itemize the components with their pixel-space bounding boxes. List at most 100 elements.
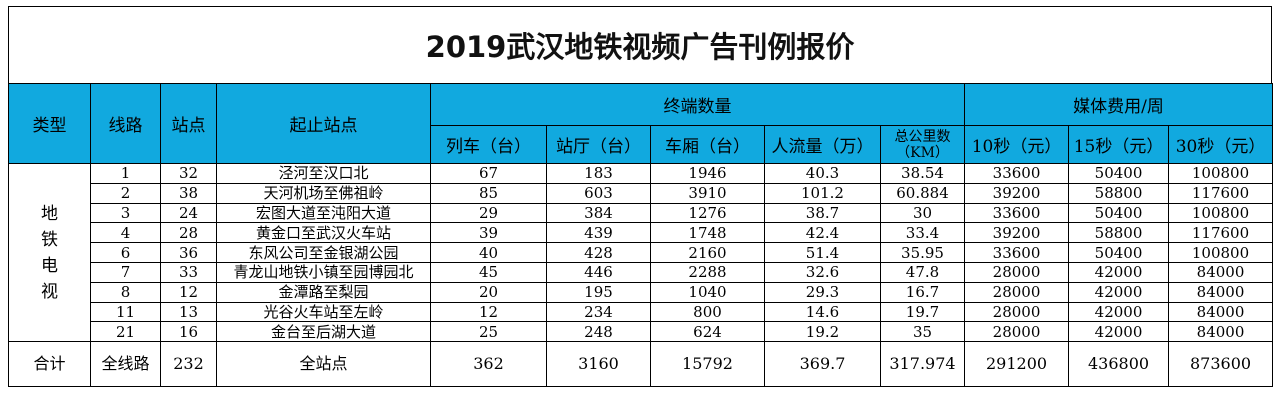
- cell-cars: 1040: [650, 281, 765, 303]
- cell-cars: 1276: [650, 202, 765, 224]
- cell-line: 6: [90, 242, 161, 263]
- cell-s30: 84000: [1168, 321, 1274, 343]
- type-char: 电: [41, 255, 58, 276]
- cell-s10: 33600: [964, 163, 1070, 184]
- total-trains: 362: [430, 341, 547, 388]
- header-km: 总公里数 （KM）: [879, 125, 966, 164]
- header-type: 类型: [8, 83, 91, 164]
- cell-route: 黄金口至武汉火车站: [216, 222, 431, 244]
- header-10s: 10秒（元）: [964, 125, 1070, 164]
- cell-route: 东风公司至金银湖公园: [216, 242, 431, 263]
- cell-cars: 624: [650, 321, 765, 343]
- cell-trains: 40: [430, 242, 547, 263]
- cell-flow: 19.2: [764, 321, 881, 343]
- header-halls: 站厅（台）: [546, 125, 651, 164]
- table-row: 4 28 黄金口至武汉火车站 39 439 1748 42.4 33.4 39200 58800 1…: [9, 222, 1274, 244]
- cell-s30: 84000: [1168, 301, 1274, 323]
- table-row: 7 33 青龙山地铁小镇至园博园北 45 446 2288 32.6 47.8 28000 420…: [9, 261, 1274, 283]
- cell-trains: 29: [430, 202, 547, 224]
- cell-km: 60.884: [879, 182, 966, 204]
- cell-line: 21: [90, 321, 161, 343]
- total-row: 合计 全线路 232 全站点 362 3160 15792 369.7 317.974 29120…: [8, 341, 1274, 388]
- cell-route: 宏图大道至沌阳大道: [216, 202, 431, 224]
- table-body: 地铁电视 1 32 泾河至汉口北 67 183 1946 40.3 38.54 33600 5040…: [8, 162, 1274, 388]
- cell-trains: 25: [430, 321, 547, 343]
- header-media-group: 媒体费用/周: [964, 83, 1274, 126]
- cell-km: 16.7: [879, 281, 966, 303]
- header-terminal-group: 终端数量: [429, 83, 966, 126]
- cell-s30: 117600: [1168, 222, 1274, 244]
- cell-line: 8: [90, 281, 161, 303]
- cell-s30: 117600: [1168, 182, 1274, 204]
- cell-s10: 28000: [964, 321, 1070, 343]
- cell-s15: 50400: [1068, 202, 1170, 224]
- cell-s15: 58800: [1068, 222, 1170, 244]
- cell-line: 4: [90, 222, 161, 244]
- cell-halls: 234: [546, 301, 651, 323]
- cell-stations: 16: [160, 321, 217, 343]
- table-row: 21 16 金台至后湖大道 25 248 624 19.2 35 28000 42000 84000: [9, 321, 1274, 343]
- price-table: 类型 线路 站点 起止站点 终端数量 媒体费用/周 列车（台） 站厅（台） 车厢…: [8, 83, 1274, 388]
- cell-flow: 101.2: [764, 182, 881, 204]
- cell-route: 青龙山地铁小镇至园博园北: [216, 261, 431, 283]
- cell-line: 7: [90, 261, 161, 283]
- page-title: 2019武汉地铁视频广告刊例报价: [8, 6, 1272, 83]
- cell-km: 38.54: [879, 163, 966, 184]
- total-label: 合计: [8, 341, 91, 388]
- cell-trains: 85: [430, 182, 547, 204]
- cell-s30: 84000: [1168, 281, 1274, 303]
- cell-s15: 42000: [1068, 321, 1170, 343]
- cell-halls: 248: [546, 321, 651, 343]
- cell-cars: 1748: [650, 222, 765, 244]
- cell-trains: 20: [430, 281, 547, 303]
- cell-flow: 32.6: [764, 261, 881, 283]
- type-char: 铁: [41, 229, 58, 250]
- cell-stations: 33: [160, 261, 217, 283]
- cell-halls: 195: [546, 281, 651, 303]
- header-route: 起止站点: [216, 83, 431, 164]
- table-row: 地铁电视 1 32 泾河至汉口北 67 183 1946 40.3 38.54 33600 5040…: [8, 162, 1274, 343]
- cell-s10: 33600: [964, 242, 1070, 263]
- cell-s10: 39200: [964, 182, 1070, 204]
- cell-halls: 446: [546, 261, 651, 283]
- cell-line: 11: [90, 301, 161, 323]
- total-s10: 291200: [964, 341, 1070, 388]
- cell-s15: 42000: [1068, 281, 1170, 303]
- total-stations: 232: [160, 341, 217, 388]
- cell-trains: 39: [430, 222, 547, 244]
- total-line: 全线路: [90, 341, 161, 388]
- header-trains: 列车（台）: [430, 125, 547, 164]
- table-row: 11 13 光谷火车站至左岭 12 234 800 14.6 19.7 28000 42000 84…: [9, 301, 1274, 323]
- cell-halls: 428: [546, 242, 651, 263]
- total-km: 317.974: [879, 341, 966, 388]
- total-route: 全站点: [216, 341, 431, 388]
- cell-cars: 3910: [650, 182, 765, 204]
- cell-s10: 33600: [964, 202, 1070, 224]
- total-s30: 873600: [1168, 341, 1274, 388]
- header-km-unit: （KM）: [896, 144, 949, 161]
- cell-stations: 12: [160, 281, 217, 303]
- header-line: 线路: [90, 83, 161, 164]
- cell-stations: 24: [160, 202, 217, 224]
- cell-km: 47.8: [879, 261, 966, 283]
- table-row: 2 38 天河机场至佛祖岭 85 603 3910 101.2 60.884 39200 5880…: [9, 182, 1274, 204]
- cell-line: 3: [90, 202, 161, 224]
- cell-s15: 58800: [1068, 182, 1170, 204]
- cell-s30: 100800: [1168, 242, 1274, 263]
- header-30s: 30秒（元）: [1168, 125, 1274, 164]
- cell-flow: 51.4: [764, 242, 881, 263]
- cell-stations: 32: [160, 163, 217, 184]
- cell-flow: 14.6: [764, 301, 881, 323]
- cell-stations: 36: [160, 242, 217, 263]
- table-row: 8 12 金潭路至梨园 20 195 1040 29.3 16.7 28000 42000 8400…: [9, 281, 1274, 303]
- cell-s15: 42000: [1068, 261, 1170, 283]
- cell-stations: 13: [160, 301, 217, 323]
- cell-trains: 12: [430, 301, 547, 323]
- cell-cars: 2160: [650, 242, 765, 263]
- total-s15: 436800: [1068, 341, 1170, 388]
- cell-trains: 45: [430, 261, 547, 283]
- cell-cars: 2288: [650, 261, 765, 283]
- header-km-label: 总公里数: [894, 128, 951, 145]
- cell-route: 光谷火车站至左岭: [216, 301, 431, 323]
- cell-halls: 603: [546, 182, 651, 204]
